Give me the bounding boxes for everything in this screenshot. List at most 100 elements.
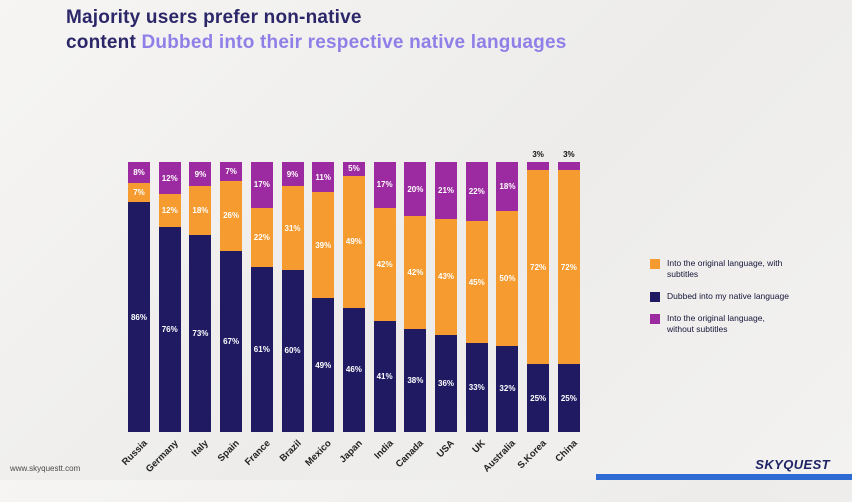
value-label: 18%	[499, 181, 516, 191]
skyquest-logo: SKYQUEST	[755, 457, 830, 472]
segment-orange: 49%	[342, 175, 365, 308]
segment-purple: 18%	[496, 162, 519, 211]
segment-navy: 61%	[250, 267, 273, 432]
bar-usa: 21% 43% 36% USA	[435, 162, 458, 460]
segment-orange: 50%	[496, 210, 519, 346]
value-label: 42%	[376, 260, 393, 270]
legend-swatch-purple	[650, 314, 660, 324]
value-label: 8%	[133, 168, 145, 178]
value-label: 41%	[376, 372, 393, 382]
legend-item-without-subtitles: Into the original language, without subt…	[650, 313, 792, 335]
value-label: 9%	[286, 169, 299, 179]
value-label: 22%	[468, 187, 485, 197]
segment-orange: 43%	[435, 218, 458, 335]
segment-purple	[527, 162, 550, 171]
title-line2-prefix: content	[66, 32, 142, 53]
segment-orange: 31%	[281, 186, 304, 270]
value-label: 43%	[438, 272, 455, 282]
value-label: 76%	[161, 324, 178, 334]
segment-purple: 7%	[220, 162, 243, 181]
value-label: 9%	[194, 169, 207, 179]
value-label: 21%	[438, 185, 455, 195]
segment-navy: 67%	[220, 251, 243, 432]
chart-legend: Into the original language, with subtitl…	[650, 258, 792, 335]
segment-navy: 41%	[373, 321, 396, 432]
legend-item-subtitles: Into the original language, with subtitl…	[650, 258, 792, 280]
segment-navy: 86%	[128, 202, 150, 432]
segment-navy: 36%	[435, 334, 458, 432]
segment-orange: 42%	[373, 207, 396, 322]
category-label: China	[553, 438, 580, 465]
legend-swatch-orange	[650, 259, 660, 269]
legend-item-dubbed: Dubbed into my native language	[650, 291, 792, 302]
segment-purple: 22%	[465, 162, 488, 222]
segment-orange: 18%	[189, 186, 212, 235]
value-label: 20%	[407, 184, 424, 194]
legend-label: Dubbed into my native language	[667, 291, 789, 301]
title-line2-highlight: Dubbed into their respective native lang…	[141, 32, 567, 53]
value-label: 73%	[192, 328, 209, 338]
value-label: 3%	[532, 150, 544, 159]
segment-purple: 8%	[128, 162, 150, 184]
segment-navy: 76%	[158, 226, 181, 432]
segment-orange: 7%	[128, 183, 150, 203]
value-label: 17%	[376, 180, 393, 190]
title-line2: content Dubbed into their respective nat…	[66, 30, 567, 55]
value-label: 39%	[315, 240, 332, 250]
bar-italy: 9% 18% 73% Italy	[189, 162, 212, 459]
segment-orange: 72%	[527, 170, 550, 365]
title-line1: Majority users prefer non-native	[66, 7, 362, 28]
value-label: 31%	[284, 223, 301, 233]
value-label: 26%	[223, 211, 240, 221]
segment-purple: 9%	[281, 162, 304, 187]
value-label: 50%	[499, 273, 516, 283]
value-label: 3%	[563, 150, 575, 159]
bar-australia: 18% 50% 32% Australia	[482, 162, 519, 475]
segment-orange: 26%	[220, 180, 243, 252]
bar-germany: 12% 12% 76% Germany	[144, 162, 181, 475]
value-label: 33%	[468, 382, 485, 392]
value-label: 38%	[407, 376, 424, 386]
bar-spain: 7% 26% 67% Spain	[216, 162, 243, 464]
segment-navy: 25%	[527, 364, 550, 432]
value-label: 32%	[499, 384, 516, 394]
segment-navy: 49%	[312, 298, 335, 432]
bar-uk: 22% 45% 33% UK	[465, 162, 488, 455]
value-label: 72%	[530, 262, 547, 272]
bar-canada: 20% 42% 38% Canada	[394, 162, 427, 470]
segment-orange: 22%	[250, 207, 273, 268]
value-label: 61%	[253, 345, 270, 355]
segment-navy: 73%	[189, 234, 212, 432]
bottom-accent-strip	[596, 474, 852, 480]
value-label: 7%	[225, 166, 237, 176]
bar-mexico: 11% 39% 49% Mexico	[303, 162, 335, 469]
segment-purple: 5%	[342, 162, 365, 176]
value-label: 12%	[161, 206, 178, 216]
segment-purple: 11%	[312, 162, 335, 192]
segment-orange: 42%	[404, 216, 427, 330]
value-label: 45%	[468, 277, 485, 287]
value-label: 17%	[253, 180, 270, 190]
slide: Majority users prefer non-native content…	[10, 5, 852, 480]
value-label: 12%	[161, 173, 178, 183]
segment-purple: 20%	[404, 162, 427, 216]
segment-purple	[557, 162, 580, 171]
legend-label: Into the original language, with subtitl…	[667, 258, 783, 279]
segment-navy: 60%	[281, 269, 304, 432]
segment-orange: 39%	[312, 192, 335, 299]
stacked-bar-chart: 8% 7% 86% Russia 12% 12% 76% Germany 9% 18% 73% Ita…	[120, 150, 580, 475]
legend-swatch-navy	[650, 292, 660, 302]
bar-s-korea: 3% 72% 25% S.Korea	[516, 150, 550, 471]
segment-navy: 33%	[465, 342, 488, 432]
value-label: 72%	[560, 262, 577, 272]
value-label: 49%	[345, 237, 362, 247]
value-label: 25%	[560, 393, 577, 403]
page-title: Majority users prefer non-native content…	[66, 5, 567, 55]
bar-russia: 8% 7% 86% Russia	[120, 162, 150, 468]
value-label: 25%	[530, 393, 547, 403]
segment-navy: 46%	[342, 307, 365, 432]
value-label: 36%	[438, 378, 455, 388]
segment-purple: 21%	[435, 162, 458, 219]
value-label: 86%	[130, 312, 147, 322]
value-label: 49%	[315, 360, 332, 370]
